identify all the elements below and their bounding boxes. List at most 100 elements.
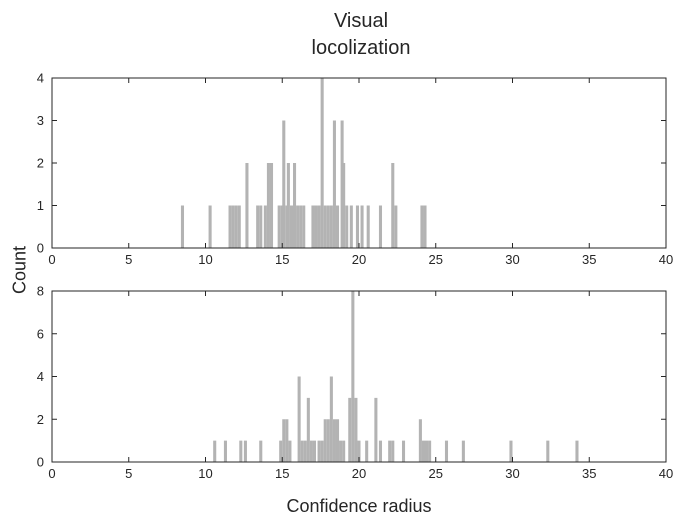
histogram-bar xyxy=(312,440,317,463)
histogram-bar xyxy=(374,397,378,463)
x-tick-label: 40 xyxy=(659,466,673,481)
x-tick-label: 0 xyxy=(48,466,55,481)
x-tick-label: 15 xyxy=(275,252,289,267)
y-tick-label: 2 xyxy=(37,156,44,171)
histogram-panel-1: 0 5 10 15 20 25 30 35 40 0 1 2 3 4 xyxy=(37,71,673,268)
histogram-bar xyxy=(296,205,300,248)
histogram-bar xyxy=(302,205,306,248)
histogram-bar xyxy=(391,163,395,248)
histogram-bar xyxy=(288,440,292,463)
histogram-bar xyxy=(461,440,465,463)
chart-title-line-2: locolization xyxy=(311,37,411,59)
histogram-bar xyxy=(401,440,406,463)
histogram-bar xyxy=(329,205,333,248)
histogram-bar xyxy=(332,419,336,462)
histogram-bar xyxy=(180,205,185,248)
histogram-bar xyxy=(259,440,263,463)
y-tick-label: 4 xyxy=(37,369,44,384)
y-tick-label: 6 xyxy=(37,326,44,341)
histogram-bar xyxy=(339,440,343,463)
x-tick-label: 30 xyxy=(505,252,519,267)
histogram-bar xyxy=(314,205,318,248)
histogram-bar xyxy=(366,205,370,248)
histogram-bar xyxy=(245,163,249,248)
x-tick-label: 5 xyxy=(125,466,132,481)
x-tick-label: 35 xyxy=(582,466,596,481)
histogram-bar xyxy=(279,440,283,463)
histogram-bar xyxy=(306,397,310,463)
y-tick-label: 1 xyxy=(37,198,44,213)
histogram-bar xyxy=(263,205,267,248)
x-tick-label: 5 xyxy=(125,252,132,267)
histogram-bar xyxy=(342,163,346,248)
histogram-bar xyxy=(285,205,289,248)
x-tick-label: 20 xyxy=(352,252,366,267)
histogram-bar xyxy=(335,419,340,462)
histogram-bar xyxy=(297,376,301,462)
histogram-bar xyxy=(303,440,307,463)
axes-box xyxy=(51,290,667,463)
histogram-bar xyxy=(320,440,324,463)
histogram-bar xyxy=(300,440,304,463)
x-tick-label: 0 xyxy=(48,252,55,267)
histogram-bar xyxy=(349,205,353,248)
histogram-bar xyxy=(425,440,429,463)
histogram-bar xyxy=(345,205,349,248)
histogram-bar xyxy=(323,419,327,462)
histogram-bar xyxy=(231,205,235,248)
histogram-bar xyxy=(323,205,327,248)
histogram-bar xyxy=(365,440,369,463)
y-axis-label: Count xyxy=(9,245,30,295)
histogram-bar xyxy=(329,376,333,462)
y-tick-label: 3 xyxy=(37,113,44,128)
y-tick-label: 4 xyxy=(37,71,44,86)
y-tick-label: 0 xyxy=(37,455,44,470)
histogram-bar xyxy=(266,163,270,248)
histogram-bar xyxy=(317,205,321,248)
histogram-bar xyxy=(320,78,324,248)
histogram-bar xyxy=(332,120,336,248)
histogram-bar xyxy=(277,205,281,248)
histogram-bar xyxy=(340,120,344,248)
histogram-bar xyxy=(444,440,449,463)
x-tick-label: 35 xyxy=(582,252,596,267)
chart-title-line-1: Visual xyxy=(333,10,389,32)
histogram-bar xyxy=(326,205,330,248)
x-tick-label: 25 xyxy=(429,252,443,267)
histogram-bar xyxy=(360,205,364,248)
histogram-bar xyxy=(213,440,217,463)
histogram-bar xyxy=(420,205,424,248)
histogram-bar xyxy=(509,440,513,463)
histogram-bar xyxy=(309,440,313,463)
x-tick-label: 20 xyxy=(352,466,366,481)
histogram-bar xyxy=(391,440,395,463)
x-tick-label: 10 xyxy=(198,466,212,481)
x-tick-label: 25 xyxy=(429,466,443,481)
histogram-bar xyxy=(326,419,330,462)
histogram-bar xyxy=(575,440,579,463)
histogram-bar xyxy=(282,419,286,462)
histogram-bar xyxy=(394,205,398,248)
histogram-bar xyxy=(259,205,263,248)
y-tick-label: 8 xyxy=(37,284,44,299)
histogram-bar xyxy=(237,205,241,248)
histogram-bar xyxy=(223,440,227,463)
histogram-bar xyxy=(354,397,358,463)
histogram-bar xyxy=(355,205,359,248)
histogram-bar xyxy=(228,205,232,248)
histogram-bar xyxy=(351,291,355,462)
histogram-bar xyxy=(421,440,425,463)
y-tick-label: 2 xyxy=(37,412,44,427)
histogram-bar xyxy=(293,163,297,248)
histogram-bar xyxy=(243,440,247,463)
histogram-bar xyxy=(335,205,340,248)
histogram-bar xyxy=(388,440,392,463)
histogram-bar xyxy=(317,440,321,463)
histogram-bar xyxy=(378,440,383,463)
histogram-bar xyxy=(286,163,290,248)
histogram-bar xyxy=(311,205,315,248)
histogram-bar xyxy=(234,205,238,248)
histogram-bar xyxy=(256,205,260,248)
histogram-bar xyxy=(357,440,361,463)
